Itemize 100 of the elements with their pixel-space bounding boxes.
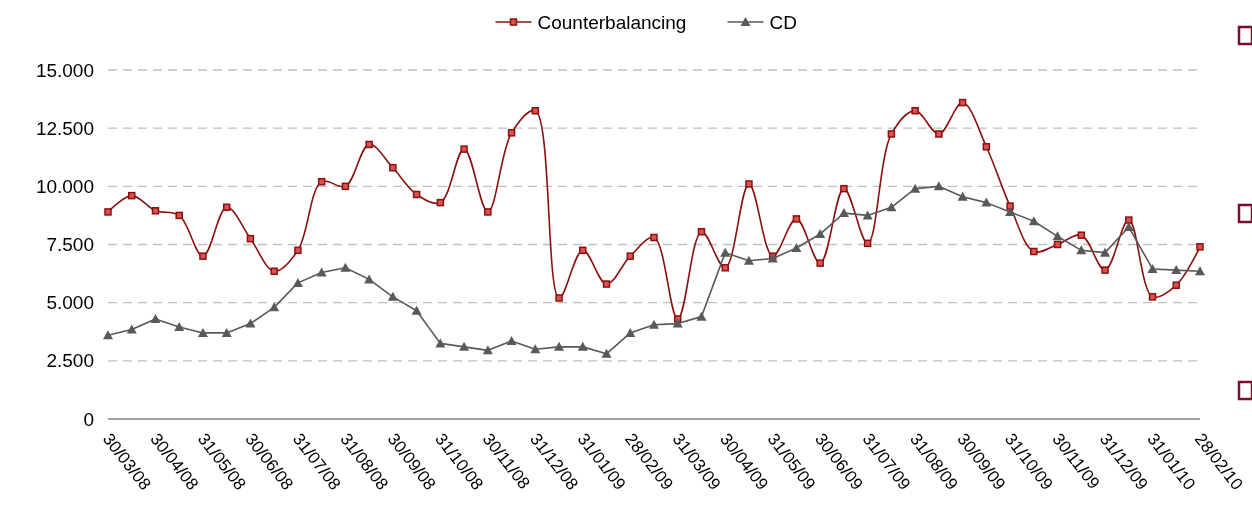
point — [816, 259, 824, 267]
point — [838, 208, 849, 218]
point — [1077, 231, 1086, 239]
point — [1125, 216, 1133, 224]
point — [791, 242, 802, 252]
point — [126, 324, 137, 334]
point — [1148, 293, 1157, 301]
point — [1171, 265, 1182, 275]
point — [1100, 247, 1111, 257]
point — [294, 246, 302, 255]
point — [530, 344, 541, 354]
point — [482, 345, 493, 355]
point — [460, 145, 468, 153]
point — [1006, 202, 1014, 210]
point — [174, 322, 185, 332]
point — [459, 341, 470, 351]
point — [554, 341, 565, 351]
point — [935, 130, 943, 138]
point — [270, 267, 278, 276]
point — [221, 327, 232, 337]
y-tick-label: 2.500 — [46, 350, 94, 372]
point — [649, 319, 659, 329]
point — [957, 191, 968, 201]
point — [151, 207, 160, 215]
y-tick-label: 5.000 — [46, 292, 94, 314]
point — [863, 239, 872, 248]
point — [1052, 231, 1063, 241]
y-tick-label: 7.500 — [46, 234, 94, 256]
point — [743, 255, 754, 265]
point — [1147, 263, 1158, 273]
legend-label: Counterbalancing — [537, 11, 687, 33]
point — [507, 129, 516, 137]
point — [127, 191, 136, 200]
point — [531, 106, 540, 115]
point — [1123, 222, 1134, 232]
point — [579, 246, 587, 255]
point — [199, 252, 207, 260]
point — [981, 197, 992, 207]
y-tick-label: 10.000 — [35, 175, 94, 197]
point — [1030, 247, 1038, 256]
point — [887, 130, 896, 138]
point — [506, 336, 517, 346]
point — [721, 264, 729, 272]
point — [269, 302, 280, 312]
point — [650, 233, 658, 242]
point — [246, 234, 255, 243]
point — [696, 311, 707, 321]
point — [292, 277, 303, 287]
point — [1195, 266, 1205, 276]
y-tick-label: 0 — [83, 408, 94, 430]
point — [436, 198, 445, 207]
point — [364, 274, 375, 284]
y-tick-label: 15.000 — [35, 59, 94, 81]
point — [1028, 216, 1039, 226]
point — [625, 327, 636, 337]
point — [103, 330, 113, 340]
point — [601, 348, 612, 358]
point — [577, 341, 588, 351]
point — [1196, 243, 1204, 251]
point — [1076, 245, 1087, 255]
point — [150, 313, 161, 323]
point — [840, 184, 848, 193]
point — [697, 227, 706, 236]
point — [316, 267, 327, 277]
point — [910, 183, 921, 193]
point — [555, 294, 563, 302]
point — [389, 163, 397, 172]
point — [886, 202, 897, 212]
point — [982, 143, 991, 151]
y-tick-label: 12.500 — [35, 117, 94, 139]
point — [626, 252, 635, 260]
point — [602, 280, 611, 288]
point — [720, 247, 731, 257]
point — [1053, 240, 1062, 249]
point — [792, 215, 801, 223]
point — [411, 305, 422, 315]
point — [245, 318, 256, 328]
point — [1005, 206, 1016, 216]
point — [815, 229, 826, 239]
point — [175, 211, 183, 220]
point — [1101, 266, 1109, 274]
point — [484, 208, 492, 216]
point — [387, 291, 398, 301]
point — [341, 182, 350, 191]
point — [435, 338, 446, 348]
legend-label: CD — [769, 11, 797, 33]
point — [340, 262, 351, 272]
point — [104, 208, 112, 216]
point — [933, 181, 944, 191]
point — [365, 140, 373, 149]
point — [222, 203, 231, 212]
point — [197, 327, 208, 337]
point — [672, 318, 683, 328]
point — [1172, 281, 1181, 289]
point — [745, 180, 753, 188]
point — [317, 177, 326, 186]
point — [412, 190, 421, 199]
point — [862, 210, 873, 220]
point — [911, 106, 919, 115]
point — [958, 98, 967, 107]
